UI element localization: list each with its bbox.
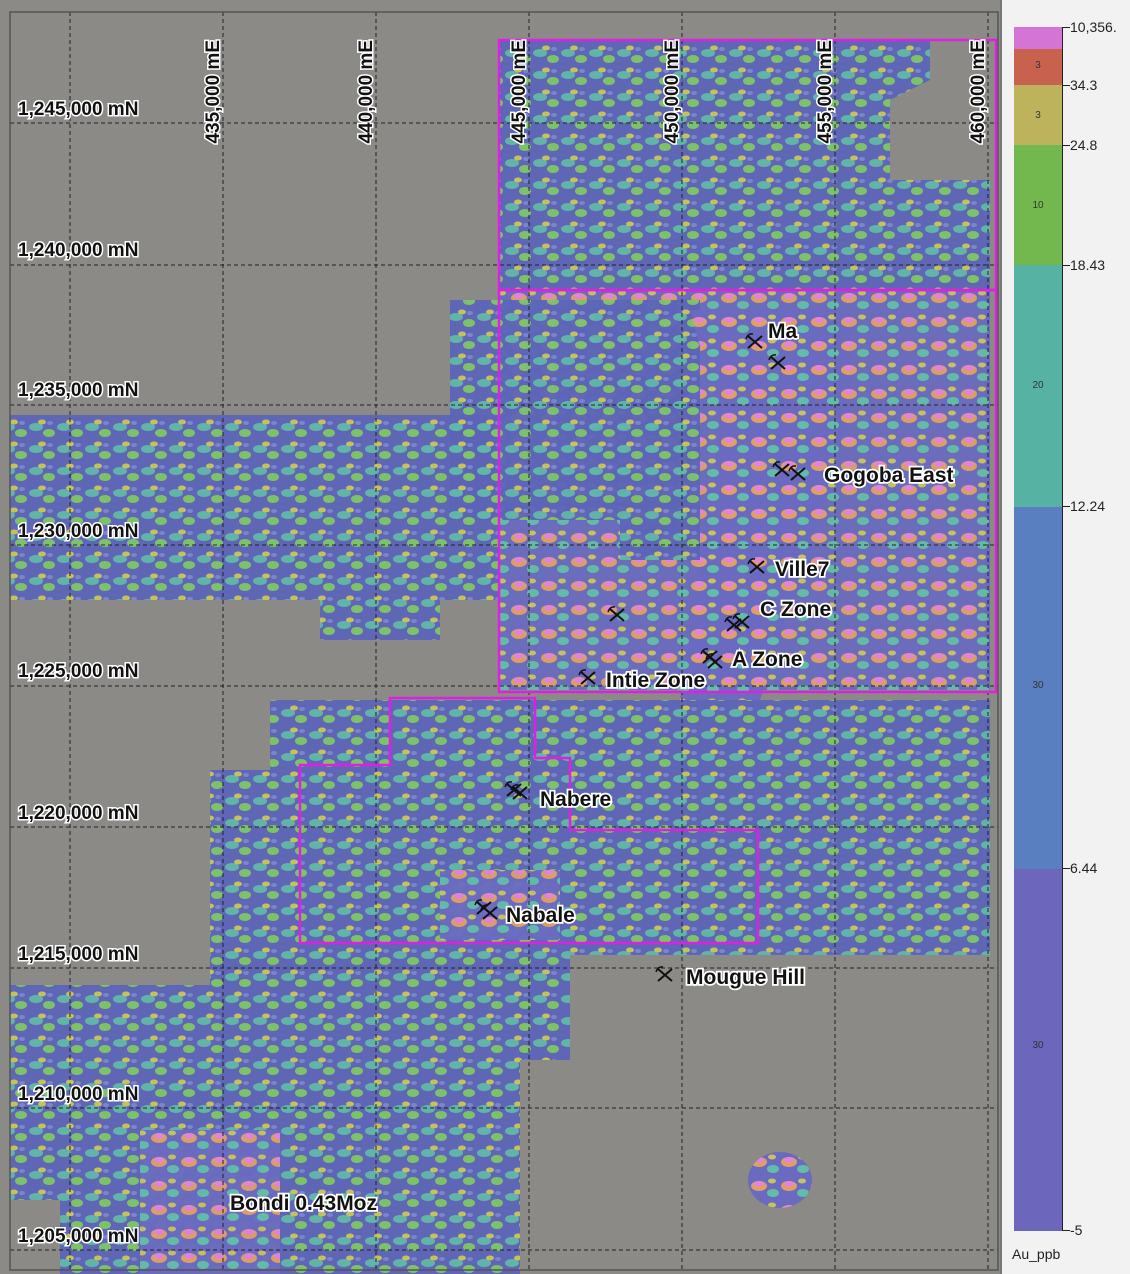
grid-labels: 1,245,000 mN 1,240,000 mN 1,235,000 mN 1,23… (17, 39, 991, 1249)
legend-tick (1062, 868, 1070, 869)
legend-class-count: 3 (1035, 60, 1041, 71)
northing-label: 1,220,000 mN (18, 803, 138, 824)
deposit-label: C Zone (760, 598, 831, 621)
mine-pick-icon (745, 333, 763, 349)
tenement-boundaries (298, 38, 998, 945)
legend-tick (1062, 27, 1070, 28)
mine-pick-icon (655, 966, 673, 982)
mine-pick-icon (772, 461, 790, 477)
deposit-markers: Ma Gogoba East Ville7 C Zone A Zone Intie Zon… (228, 318, 955, 1217)
mine-pick-icon (768, 354, 786, 370)
mine-pick-icon (747, 558, 765, 574)
anomaly-area-6 (140, 1130, 280, 1274)
northing-label: 1,230,000 mN (18, 521, 138, 542)
color-legend: Au_ppb 10,356. 34.3 24.8 18.43 12.24 6.44 -5 3 3… (1000, 0, 1130, 1274)
mine-pick-icon (504, 781, 522, 797)
deposit-label: Ville7 (775, 558, 830, 581)
anomaly-area-7 (440, 870, 560, 940)
easting-label: 455,000 mE (815, 40, 836, 144)
easting-label: 435,000 mE (203, 40, 224, 144)
deposit-label: Intie Zone (606, 669, 705, 692)
mine-pick-icon (788, 465, 806, 481)
anomaly-area-5 (680, 310, 850, 700)
legend-band (1014, 49, 1062, 85)
legend-value: 12.24 (1070, 498, 1106, 514)
northing-label: 1,235,000 mN (18, 380, 138, 401)
legend-value: 34.3 (1070, 77, 1098, 93)
anomaly-area-4 (450, 300, 700, 560)
legend-tick (1062, 1230, 1070, 1231)
deposit-label: Nabale (506, 904, 575, 927)
legend-value: -5 (1070, 1222, 1083, 1238)
legend-value: 10,356. (1070, 19, 1117, 35)
northing-label: 1,205,000 mN (18, 1226, 138, 1247)
legend-band (1014, 85, 1062, 145)
easting-label: 440,000 mE (356, 40, 377, 144)
legend-class-count: 20 (1032, 380, 1044, 391)
legend-value: 18.43 (1070, 257, 1106, 273)
deposit-label: Ma (768, 320, 797, 343)
anomaly-area-0 (500, 40, 990, 290)
legend-value: 6.44 (1070, 860, 1098, 876)
deposit-label: Nabere (540, 788, 611, 811)
legend-unit-label: Au_ppb (1012, 1246, 1061, 1262)
legend-band (1014, 145, 1062, 265)
legend-tick (1062, 265, 1070, 266)
legend-band (1014, 265, 1062, 507)
anomaly-area-outlier (748, 1152, 812, 1208)
mine-pick-icon (700, 648, 718, 664)
legend-tick (1062, 85, 1070, 86)
anomaly-area-2 (10, 415, 500, 640)
northing-label: 1,215,000 mN (18, 944, 138, 965)
geochem-map: Ma Gogoba East Ville7 C Zone A Zone Intie Zon… (0, 0, 1000, 1274)
deposit-label: A Zone (732, 648, 802, 671)
legend-class-count: 30 (1032, 1040, 1044, 1051)
map-canvas: Ma Gogoba East Ville7 C Zone A Zone Intie Zon… (0, 0, 1000, 1274)
northing-label: 1,240,000 mN (18, 240, 138, 261)
anomaly-coverage (10, 40, 990, 1274)
mine-pick-icon (578, 669, 596, 685)
legend-band (1014, 507, 1062, 869)
legend-tick (1062, 145, 1070, 146)
easting-label: 445,000 mE (509, 40, 530, 144)
legend-band (1014, 27, 1062, 49)
tenement-boundary-1 (497, 288, 998, 694)
northing-label: 1,210,000 mN (18, 1084, 138, 1105)
mine-pick-icon (474, 899, 492, 915)
legend-band (1014, 869, 1062, 1231)
mine-pick-icon (732, 613, 750, 629)
tenement-boundary-2 (298, 696, 760, 945)
legend-class-count: 30 (1032, 680, 1044, 691)
mine-pick-icon (607, 606, 625, 622)
legend-class-count: 3 (1035, 110, 1041, 121)
coordinate-grid (10, 12, 998, 1270)
legend-class-count: 10 (1032, 200, 1044, 211)
deposit-label: Mougue Hill (686, 966, 805, 989)
legend-value: 24.8 (1070, 137, 1098, 153)
easting-label: 450,000 mE (662, 40, 683, 144)
deposit-label: Bondi 0.43Moz (230, 1192, 377, 1215)
deposit-label: Gogoba East (824, 464, 954, 487)
northing-label: 1,245,000 mN (18, 99, 138, 120)
legend-tick (1062, 506, 1070, 507)
mine-pick-icon (724, 616, 742, 632)
northing-label: 1,225,000 mN (18, 661, 138, 682)
easting-label: 460,000 mE (968, 40, 989, 144)
legend-axis (1062, 27, 1063, 1231)
